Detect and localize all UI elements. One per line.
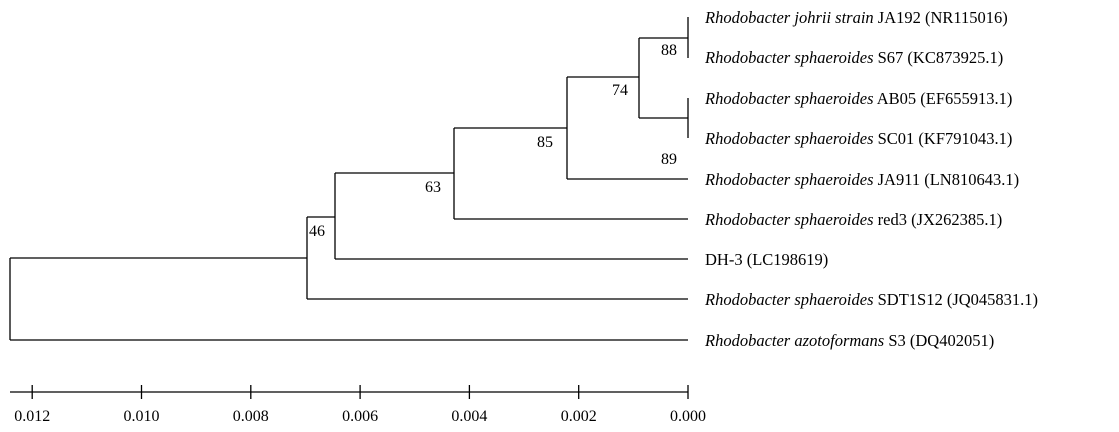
bootstrap-value: 46	[309, 223, 325, 240]
bootstrap-value: 63	[425, 179, 441, 196]
taxon-label: Rhodobacter sphaeroides red3 (JX262385.1…	[704, 210, 1002, 229]
taxon-labels: Rhodobacter johrii strain JA192 (NR11501…	[704, 8, 1038, 350]
taxon-label: Rhodobacter sphaeroides S67 (KC873925.1)	[704, 48, 1003, 67]
scale-tick-label: 0.012	[14, 408, 50, 425]
scale-axis: 0.012 0.010 0.008 0.006 0.004 0.002 0.000	[10, 385, 706, 425]
bootstrap-value: 88	[661, 42, 677, 59]
bootstrap-value: 74	[612, 82, 628, 99]
scale-tick-label: 0.006	[342, 408, 378, 425]
scale-tick-label: 0.008	[233, 408, 269, 425]
taxon-label: Rhodobacter sphaeroides AB05 (EF655913.1…	[704, 89, 1012, 108]
bootstrap-value: 89	[661, 151, 677, 168]
bootstrap-value: 85	[537, 134, 553, 151]
taxon-label: DH-3 (LC198619)	[705, 250, 828, 269]
bootstrap-values: 88 74 89 85 63 46	[309, 42, 677, 240]
scale-tick-label: 0.002	[561, 408, 597, 425]
tree-branches	[9, 17, 689, 341]
scale-tick-label: 0.004	[451, 408, 487, 425]
taxon-label: Rhodobacter azotoformans S3 (DQ402051)	[704, 331, 994, 350]
taxon-label: Rhodobacter sphaeroides SC01 (KF791043.1…	[704, 129, 1012, 148]
scale-tick-label: 0.010	[124, 408, 160, 425]
taxon-label: Rhodobacter johrii strain JA192 (NR11501…	[704, 8, 1008, 27]
scale-tick-label: 0.000	[670, 408, 706, 425]
taxon-label: Rhodobacter sphaeroides SDT1S12 (JQ04583…	[704, 290, 1038, 309]
taxon-label: Rhodobacter sphaeroides JA911 (LN810643.…	[704, 170, 1019, 189]
